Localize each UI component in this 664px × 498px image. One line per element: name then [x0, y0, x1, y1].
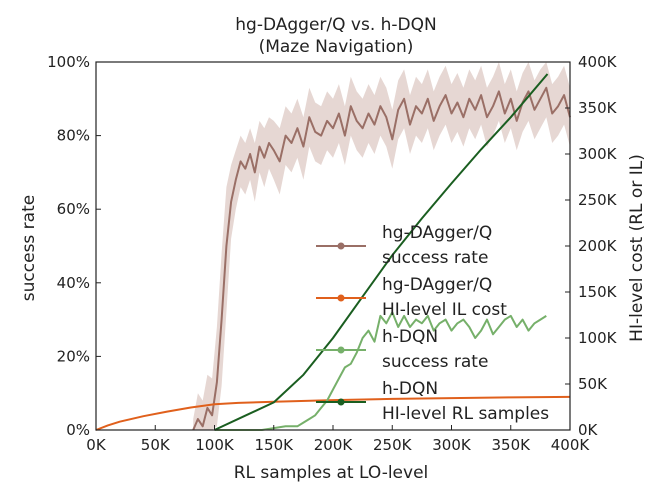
x-axis-title: RL samples at LO-level	[234, 463, 429, 483]
legend-marker-1	[337, 294, 345, 302]
series-0-line	[192, 86, 571, 431]
y-tick-label-right: 350K	[578, 99, 618, 117]
legend-label-0-line2: success rate	[382, 248, 488, 268]
legend-marker-3	[337, 398, 345, 406]
y-axis-title-left: success rate	[19, 195, 39, 301]
x-tick-label: 50K	[141, 436, 171, 454]
legend-label-2-line1: h-DQN	[382, 327, 438, 347]
legend-label-1-line2: HI-level IL cost	[382, 300, 507, 320]
y-tick-label-right: 50K	[578, 375, 608, 393]
series-0-band	[193, 62, 570, 430]
x-tick-label: 0K	[86, 436, 107, 454]
y-tick-label-left: 0%	[66, 421, 90, 439]
y-tick-label-left: 80%	[57, 127, 90, 145]
y-tick-label-right: 300K	[578, 145, 618, 163]
x-tick-label: 300K	[432, 436, 472, 454]
y-axis-title-right: HI-level cost (RL or IL)	[627, 154, 647, 342]
y-tick-label-left: 100%	[47, 53, 90, 71]
x-tick-label: 150K	[255, 436, 295, 454]
legend-label-0-line1: hg-DAgger/Q	[382, 223, 492, 243]
y-tick-label-left: 60%	[57, 200, 90, 218]
series-2-line	[214, 311, 547, 431]
legend-label-2-line2: success rate	[382, 352, 488, 372]
y-tick-label-right: 150K	[578, 283, 618, 301]
x-tick-label: 250K	[373, 436, 413, 454]
x-tick-label: 350K	[492, 436, 532, 454]
x-tick-label: 100K	[195, 436, 235, 454]
x-tick-label: 400K	[551, 436, 591, 454]
legend: hg-DAgger/Q success rate hg-DAgger/Q HI-lev…	[316, 223, 549, 424]
plot-layer	[95, 62, 571, 431]
y-tick-label-right: 400K	[578, 53, 618, 71]
legend-marker-0	[337, 242, 345, 250]
series-1-line	[95, 395, 571, 431]
y-tick-label-left: 40%	[57, 274, 90, 292]
y-tick-label-right: 250K	[578, 191, 618, 209]
legend-label-3-line2: HI-level RL samples	[382, 404, 549, 424]
series-3-line	[214, 73, 549, 431]
y-tick-label-right: 0K	[578, 421, 599, 439]
legend-marker-2	[337, 346, 345, 354]
x-tick-label: 200K	[314, 436, 354, 454]
chart-title: hg-DAgger/Q vs. h-DQN	[235, 15, 437, 35]
legend-label-3-line1: h-DQN	[382, 379, 438, 399]
legend-label-1-line1: hg-DAgger/Q	[382, 275, 492, 295]
y-tick-label-right: 200K	[578, 237, 618, 255]
chart-subtitle: (Maze Navigation)	[259, 37, 414, 57]
axes-layer: 0K 50K 100K 150K 200K 250K 300K 350K 400K 0% 20% 40…	[47, 53, 618, 454]
y-tick-label-left: 20%	[57, 347, 90, 365]
y-tick-label-right: 100K	[578, 329, 618, 347]
